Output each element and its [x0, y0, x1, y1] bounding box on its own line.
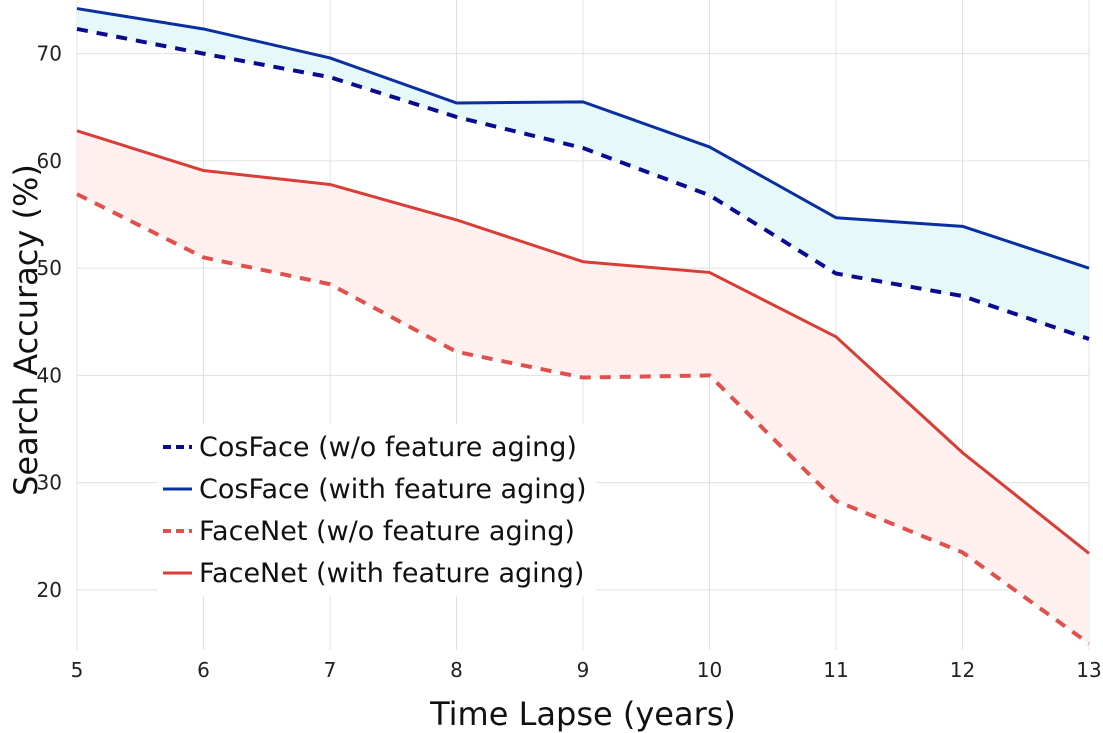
- legend-label-cosface-with-feature-aging: CosFace (with feature aging): [199, 474, 587, 505]
- x-tick-label: 9: [577, 658, 590, 682]
- y-axis-title: Search Accuracy (%): [7, 164, 45, 496]
- fill-region-1: [77, 130, 1089, 644]
- legend: CosFace (w/o feature aging) CosFace (with…: [158, 424, 596, 596]
- x-tick-label: 12: [950, 658, 975, 682]
- x-tick-label: 5: [71, 658, 84, 682]
- legend-label-facenet-with-feature-aging: FaceNet (with feature aging): [199, 558, 584, 589]
- y-tick-label: 60: [37, 149, 62, 173]
- y-tick-label: 70: [37, 42, 62, 66]
- legend-label-facenet-w-o-feature-aging: FaceNet (w/o feature aging): [199, 516, 575, 547]
- x-axis-title: Time Lapse (years): [429, 695, 736, 733]
- x-tick-label: 10: [697, 658, 722, 682]
- y-tick-label: 40: [37, 363, 62, 387]
- x-tick-label: 11: [823, 658, 848, 682]
- x-tick-label: 6: [197, 658, 210, 682]
- legend-label-cosface-w-o-feature-aging: CosFace (w/o feature aging): [199, 432, 577, 463]
- y-tick-label: 50: [37, 256, 62, 280]
- fill-region-0: [77, 8, 1089, 339]
- x-tick-label: 7: [324, 658, 337, 682]
- legend-background: [158, 424, 596, 596]
- x-tick-label: 13: [1076, 658, 1101, 682]
- fill-regions: [77, 8, 1089, 644]
- y-tick-label: 20: [37, 578, 62, 602]
- y-tick-label: 30: [37, 471, 62, 495]
- x-tick-label: 8: [450, 658, 463, 682]
- axis-ticks: 5 6 7 8 9 10 11 12 13 20 30 40 50 60 70: [37, 42, 1102, 682]
- series-lines: [76, 7, 1091, 646]
